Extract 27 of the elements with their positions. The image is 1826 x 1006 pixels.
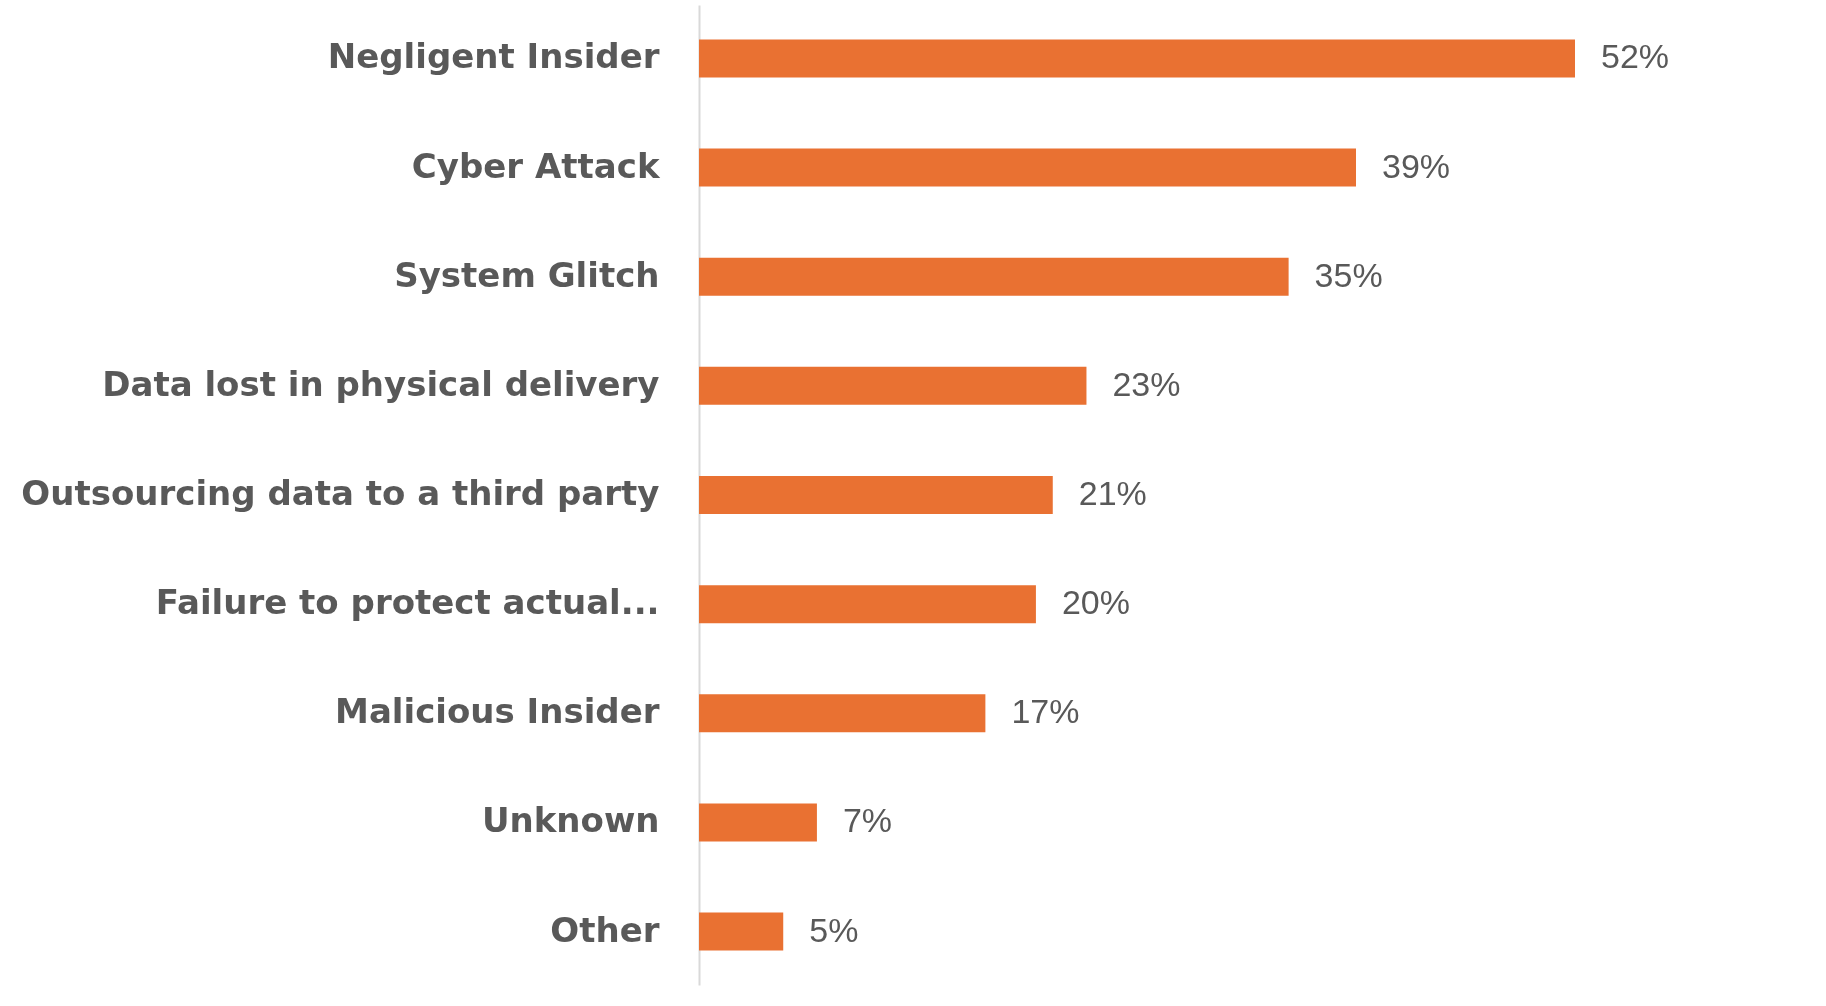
data-label: 39% xyxy=(1382,146,1451,185)
bar xyxy=(699,912,784,951)
bar xyxy=(699,585,1036,624)
data-label: 5% xyxy=(809,910,859,949)
bar xyxy=(699,366,1087,405)
bar xyxy=(699,803,817,842)
bar xyxy=(699,257,1289,296)
data-label: 20% xyxy=(1061,583,1130,622)
bar xyxy=(699,476,1053,514)
y-tick-label: Data lost in physical delivery xyxy=(102,363,660,404)
data-label: 52% xyxy=(1601,37,1670,76)
y-tick-label: Failure to protect actual... xyxy=(155,582,660,623)
bar xyxy=(699,694,986,733)
data-label: 23% xyxy=(1112,364,1181,403)
bar xyxy=(699,39,1575,78)
bar xyxy=(699,148,1356,187)
y-tick-label: Other xyxy=(550,909,660,950)
y-tick-label: System Glitch xyxy=(394,254,660,295)
y-tick-label: Cyber Attack xyxy=(411,145,661,186)
y-tick-label: Outsourcing data to a third party xyxy=(21,473,660,513)
data-label: 21% xyxy=(1078,474,1147,512)
data-label: 35% xyxy=(1314,255,1383,294)
data-label: 7% xyxy=(842,801,893,840)
y-tick-label: Negligent Insider xyxy=(327,36,660,77)
y-tick-label: Malicious Insider xyxy=(335,691,660,732)
y-tick-label: Unknown xyxy=(481,800,660,841)
data-label: 17% xyxy=(1011,692,1080,731)
